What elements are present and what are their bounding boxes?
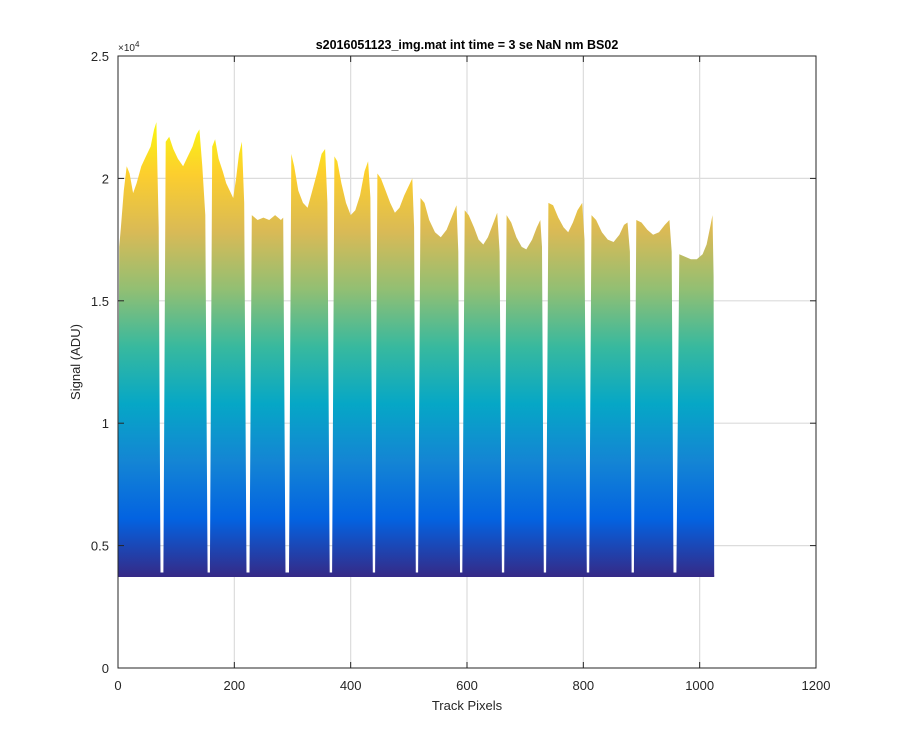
y-tick-labels: 0 0.5 1 1.5 2 2.5 <box>91 49 109 676</box>
signal-area-series-0 <box>118 122 715 577</box>
tick-marks <box>117 55 817 669</box>
x-tick-label-2: 400 <box>340 678 362 693</box>
y-tick-label-4: 2 <box>102 171 109 186</box>
y-tick-label-2: 1 <box>102 416 109 431</box>
x-tick-label-1: 200 <box>223 678 245 693</box>
chart-title: s2016051123_img.mat int time = 3 se NaN … <box>316 38 619 52</box>
x-axis-title: Track Pixels <box>432 698 503 713</box>
x-tick-label-3: 600 <box>456 678 478 693</box>
y-tick-label-5: 2.5 <box>91 49 109 64</box>
y-tick-label-0: 0 <box>102 661 109 676</box>
x-tick-label-5: 1000 <box>685 678 714 693</box>
data-layer <box>118 122 715 577</box>
x-tick-label-4: 800 <box>572 678 594 693</box>
x-tick-label-0: 0 <box>114 678 121 693</box>
x-tick-label-6: 1200 <box>802 678 831 693</box>
y-axis-multiplier: ×104 <box>118 40 140 54</box>
y-tick-label-3: 1.5 <box>91 294 109 309</box>
y-axis-multiplier-base: ×10 <box>118 43 135 54</box>
y-axis-title: Signal (ADU) <box>68 324 83 400</box>
y-tick-label-1: 0.5 <box>91 539 109 554</box>
y-axis-multiplier-exponent: 4 <box>135 40 140 49</box>
x-tick-labels: 0 200 400 600 800 1000 1200 <box>114 678 830 693</box>
